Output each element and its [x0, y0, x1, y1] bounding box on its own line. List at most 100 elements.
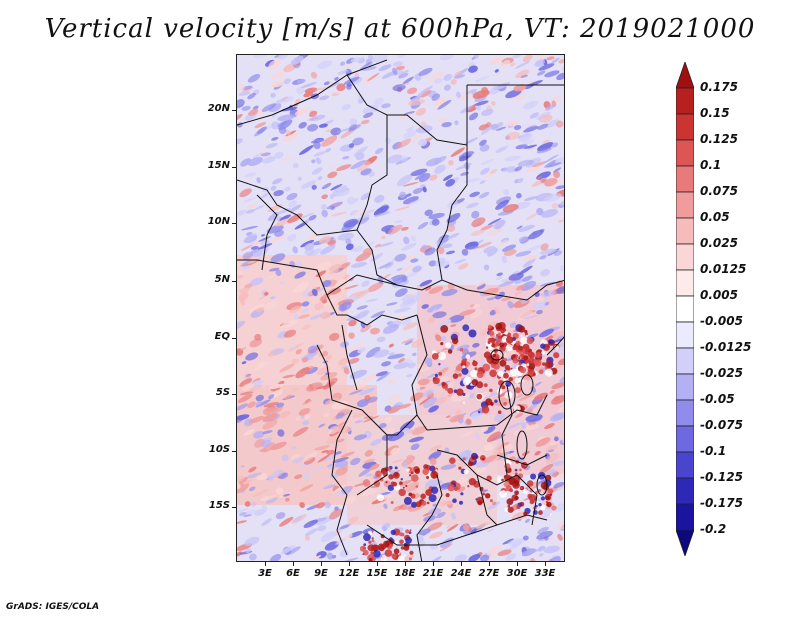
- colorbar-label: -0.2: [700, 522, 727, 536]
- colorbar-label: 0.1: [700, 158, 722, 172]
- colorbar-label: 0.0125: [700, 262, 747, 276]
- country-border: [256, 194, 278, 271]
- country-border: [316, 344, 363, 411]
- colorbar-label: -0.125: [700, 470, 743, 484]
- country-border: [341, 324, 358, 391]
- lon-tick: [349, 562, 350, 566]
- lon-label: 6E: [286, 568, 300, 579]
- country-border: [416, 474, 443, 561]
- lon-tick: [461, 562, 462, 566]
- country-border: [346, 314, 418, 326]
- lat-tick: [232, 110, 236, 111]
- country-border: [356, 435, 388, 496]
- lat-tick: [232, 507, 236, 508]
- colorbar-segment: [676, 243, 694, 271]
- country-border: [436, 85, 468, 281]
- lat-label: 10N: [207, 216, 230, 227]
- lat-label: 15S: [208, 500, 230, 511]
- country-border: [411, 314, 428, 431]
- lake-outline: [498, 380, 516, 410]
- colorbar-label: -0.05: [700, 392, 735, 406]
- lat-label: EQ: [214, 331, 230, 342]
- country-border: [331, 409, 353, 556]
- lake-outline: [490, 349, 504, 361]
- country-border: [326, 274, 564, 301]
- lat-label: 15N: [207, 160, 230, 171]
- lon-label: 24E: [450, 568, 472, 579]
- lat-label: 20N: [207, 103, 230, 114]
- colorbar-segment: [676, 477, 694, 505]
- colorbar-segment: [676, 451, 694, 479]
- colorbar-label: 0.075: [700, 184, 738, 198]
- country-border: [356, 115, 388, 231]
- lat-tick: [232, 167, 236, 168]
- lon-tick: [377, 562, 378, 566]
- lat-tick: [232, 394, 236, 395]
- country-border: [237, 259, 347, 316]
- colorbar-segment: [676, 295, 694, 323]
- chart-title: Vertical velocity [m/s] at 600hPa, VT: 2…: [44, 14, 756, 44]
- country-border: [476, 474, 498, 526]
- lon-tick: [433, 562, 434, 566]
- country-border: [366, 514, 548, 546]
- colorbar-segment: [676, 529, 694, 556]
- lat-tick: [232, 281, 236, 282]
- colorbar-segment: [676, 399, 694, 427]
- lon-tick: [489, 562, 490, 566]
- colorbar-label: 0.025: [700, 236, 738, 250]
- colorbar-segment: [676, 62, 694, 89]
- lon-label: 12E: [338, 568, 360, 579]
- colorbar-label: -0.1: [700, 444, 727, 458]
- colorbar-label: 0.15: [700, 106, 730, 120]
- colorbar-label: -0.175: [700, 496, 743, 510]
- colorbar-label: -0.025: [700, 366, 743, 380]
- lake-outline: [536, 474, 548, 496]
- lon-tick: [265, 562, 266, 566]
- country-border: [501, 384, 513, 476]
- lon-label: 18E: [394, 568, 416, 579]
- lat-label: 5N: [214, 274, 230, 285]
- lake-outline: [516, 430, 528, 460]
- lon-label: 15E: [366, 568, 388, 579]
- colorbar-segment: [676, 113, 694, 141]
- lat-tick: [232, 451, 236, 452]
- colorbar-segment: [676, 191, 694, 219]
- map-panel: [236, 54, 565, 562]
- colorbar-segment: [676, 347, 694, 375]
- colorbar: [676, 62, 694, 556]
- colorbar-segment: [676, 165, 694, 193]
- colorbar-label: -0.005: [700, 314, 743, 328]
- country-border: [516, 474, 538, 526]
- country-border: [496, 454, 548, 466]
- lon-label: 21E: [422, 568, 444, 579]
- lon-label: 30E: [506, 568, 528, 579]
- lon-tick: [321, 562, 322, 566]
- lon-tick: [545, 562, 546, 566]
- lon-tick: [293, 562, 294, 566]
- colorbar-segment: [676, 321, 694, 349]
- country-border: [361, 409, 418, 436]
- lon-label: 9E: [314, 568, 328, 579]
- colorbar-segment: [676, 139, 694, 167]
- colorbar-label: 0.05: [700, 210, 730, 224]
- country-border: [237, 179, 398, 286]
- country-border: [237, 59, 388, 126]
- colorbar-segment: [676, 425, 694, 453]
- colorbar-label: -0.0125: [700, 340, 752, 354]
- colorbar-label: 0.175: [700, 80, 738, 94]
- lon-tick: [405, 562, 406, 566]
- lat-tick: [232, 338, 236, 339]
- colorbar-segment: [676, 269, 694, 297]
- colorbar-segment: [676, 87, 694, 115]
- lake-outline: [520, 374, 534, 396]
- vertical-velocity-field: [237, 55, 564, 561]
- lat-label: 10S: [208, 444, 230, 455]
- lon-label: 27E: [478, 568, 500, 579]
- lon-label: 33E: [534, 568, 556, 579]
- lat-label: 5S: [215, 387, 230, 398]
- lon-tick: [517, 562, 518, 566]
- colorbar-segment: [676, 503, 694, 531]
- colorbar-segment: [676, 373, 694, 401]
- lon-label: 3E: [258, 568, 272, 579]
- footer-credit: GrADS: IGES/COLA: [6, 602, 100, 612]
